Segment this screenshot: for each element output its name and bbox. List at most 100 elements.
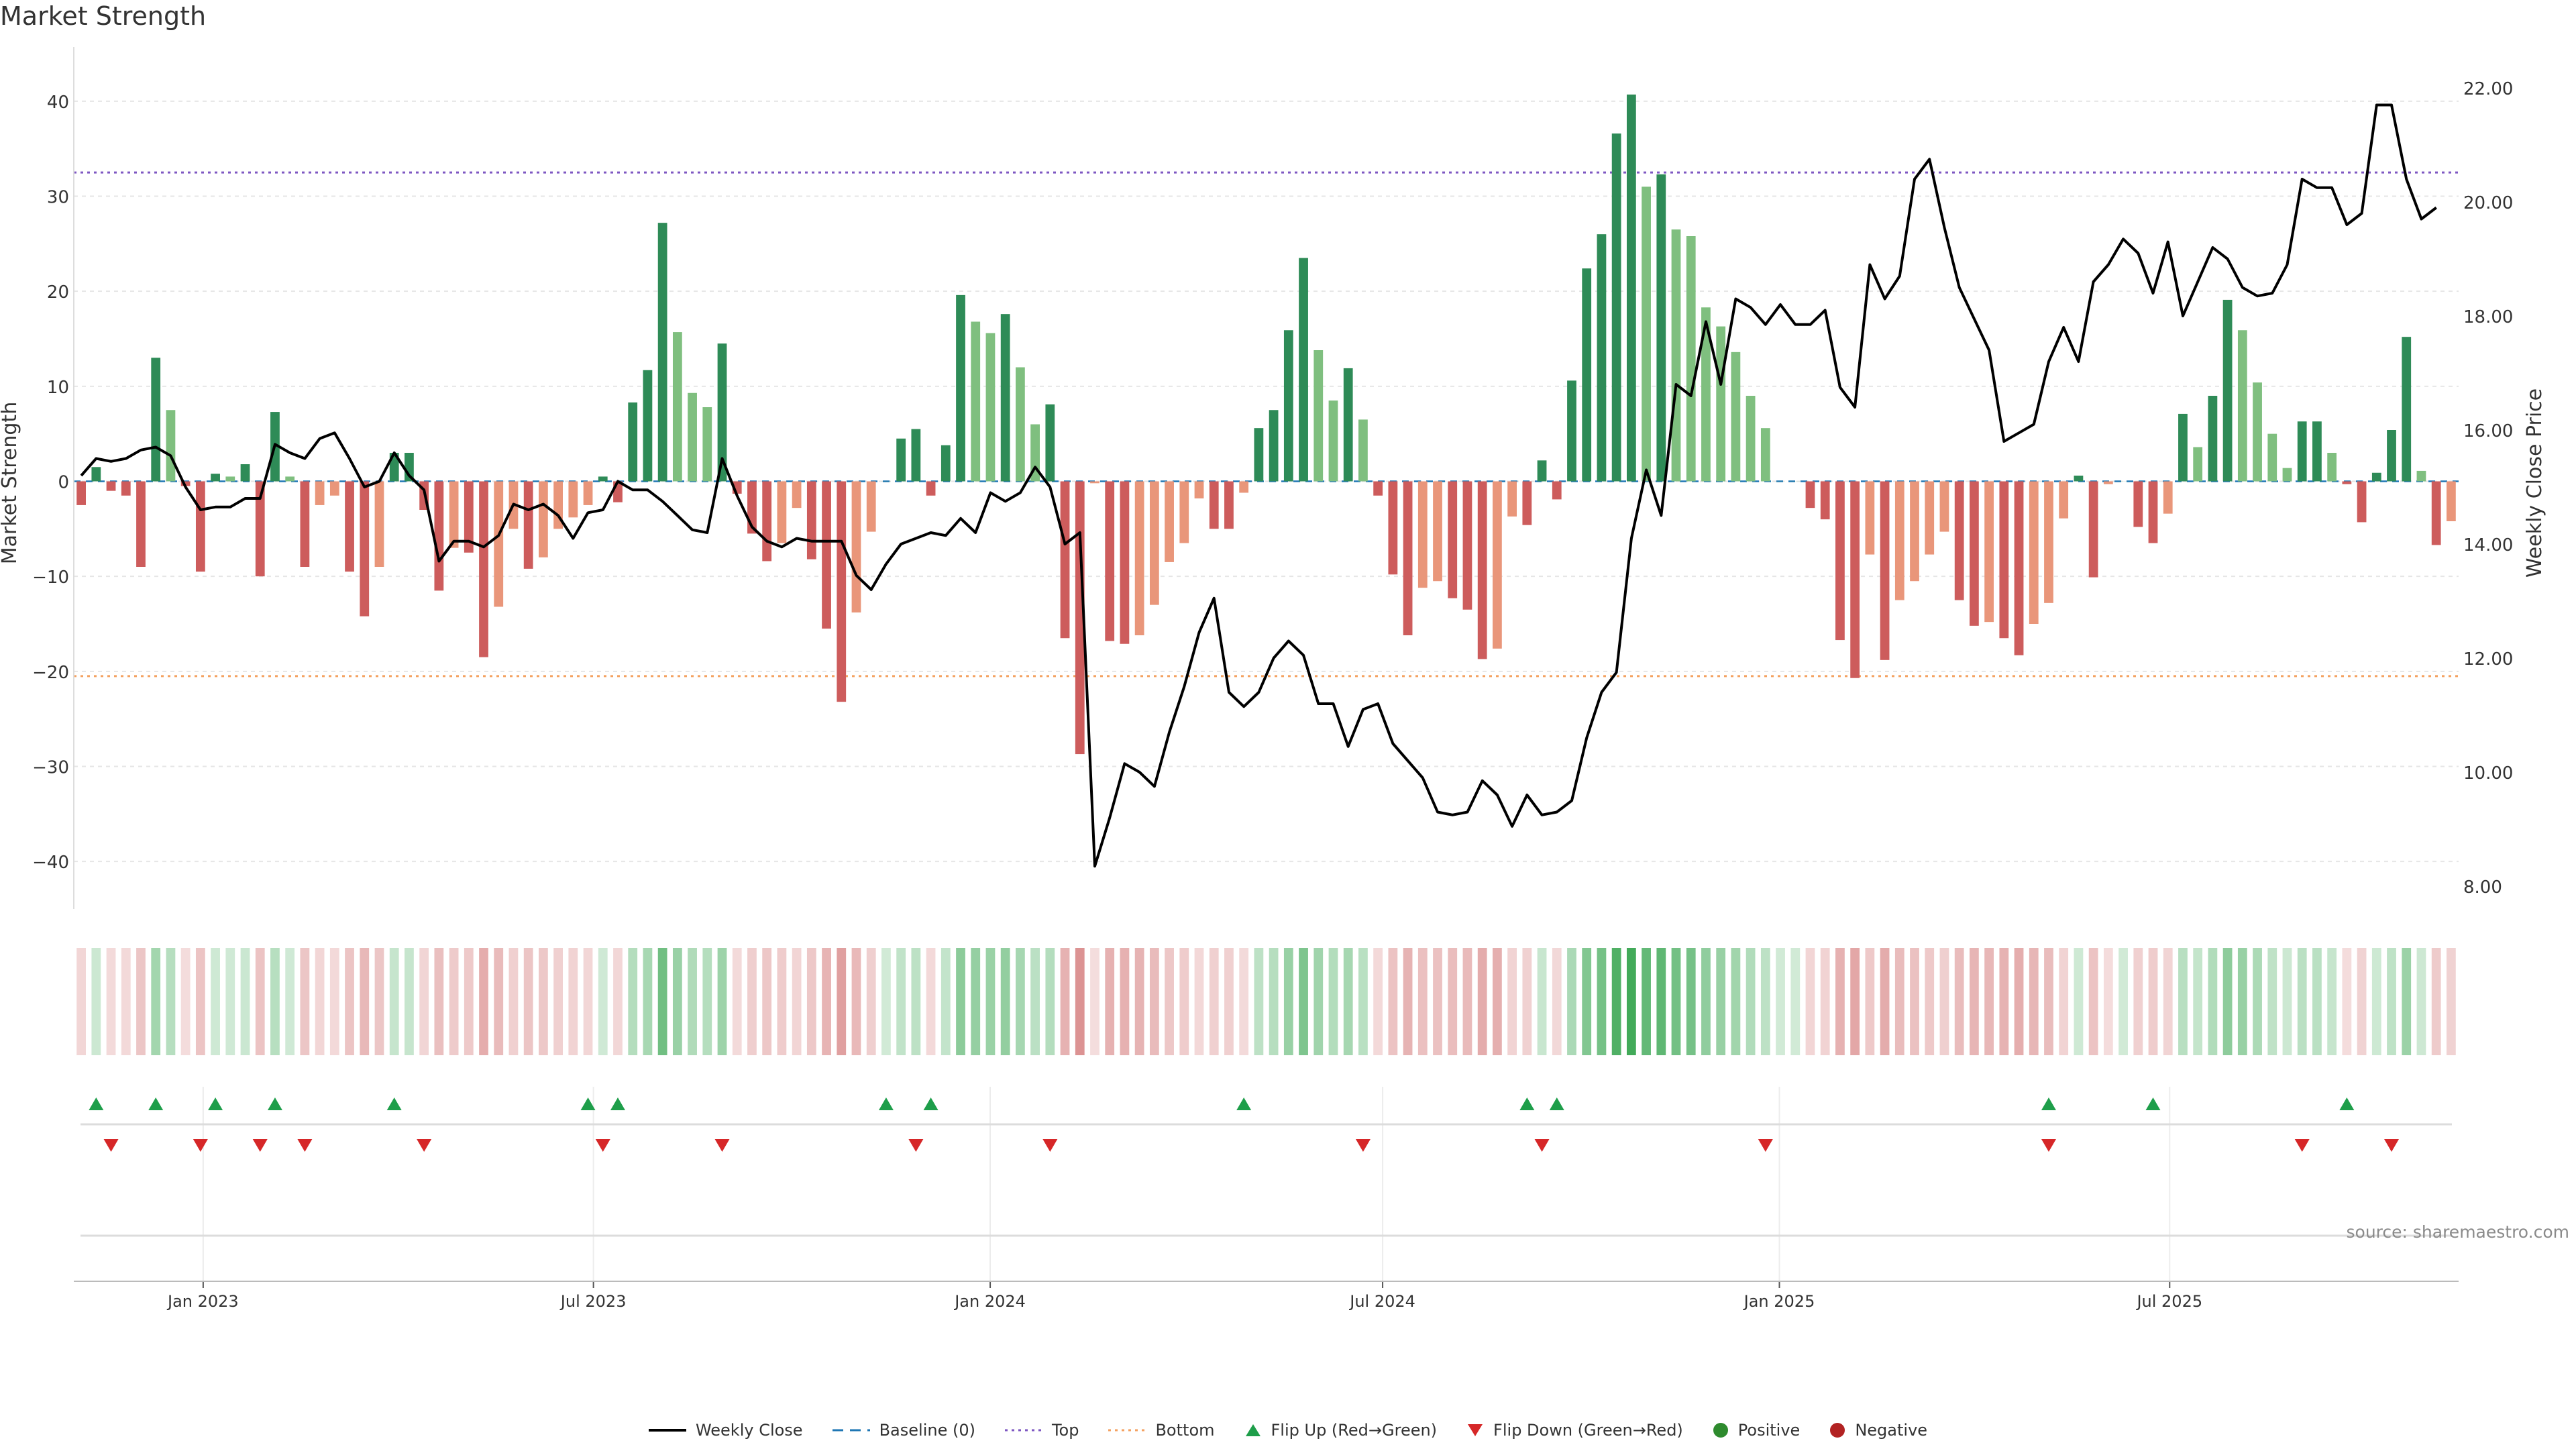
legend: Weekly Close Baseline (0) Top Bottom Fli…	[0, 1421, 2576, 1440]
strength-bar	[1984, 481, 1994, 623]
x-tick-label: Jul 2025	[2135, 1292, 2202, 1311]
y2-tick-label: 10.00	[2463, 763, 2513, 784]
heat-cell	[329, 948, 339, 1055]
strength-bar	[1060, 481, 1070, 639]
flip-down-marker	[417, 1139, 432, 1152]
heat-cell	[851, 948, 861, 1055]
strength-bar	[911, 429, 921, 482]
heat-cell	[1582, 948, 1592, 1055]
strength-bar	[315, 481, 325, 505]
flip-up-marker	[1549, 1097, 1564, 1110]
strength-bar	[657, 223, 667, 482]
strength-bar	[1433, 481, 1442, 582]
flip-up-marker	[580, 1097, 596, 1110]
triangle-up-icon	[1245, 1424, 1260, 1436]
heat-cell	[1016, 948, 1025, 1055]
strength-bar	[1194, 481, 1204, 498]
flip-up-marker	[2041, 1097, 2056, 1110]
strength-bar	[822, 481, 831, 629]
strength-bar	[2074, 476, 2084, 482]
axes: −40 −30 −20 −10 0 10 20 30 40 8.00 10.00 12.00 14.00…	[32, 47, 2513, 1311]
heat-cell	[985, 948, 996, 1055]
y-tick-label: −20	[32, 663, 69, 683]
heat-cell	[300, 948, 310, 1055]
strength-bar	[1910, 481, 1919, 582]
heat-cell	[374, 948, 384, 1055]
strength-bar	[2267, 433, 2277, 482]
y2-tick-label: 18.00	[2463, 307, 2513, 327]
heat-cell	[180, 948, 191, 1055]
heat-cell	[2133, 948, 2143, 1055]
flip-down-marker	[2384, 1139, 2400, 1152]
heat-cell	[688, 948, 697, 1055]
strength-bar	[1626, 94, 1636, 482]
heat-cell	[195, 948, 205, 1055]
weekly-close-line	[80, 103, 2437, 868]
flip-down-marker	[1534, 1139, 1550, 1152]
flip-down-marker	[103, 1139, 119, 1152]
y-tick-label: 40	[47, 93, 69, 113]
strength-bar	[1165, 481, 1174, 562]
strength-bar	[985, 333, 996, 482]
legend-top-swatch	[1004, 1429, 1042, 1432]
strength-bar	[1269, 410, 1279, 482]
heat-cell	[568, 948, 578, 1055]
heat-cell	[270, 948, 280, 1055]
heat-cell	[2282, 948, 2292, 1055]
heat-cell	[389, 948, 399, 1055]
heat-cell	[1597, 948, 1607, 1055]
heat-cell	[1194, 948, 1204, 1055]
heat-cell	[1090, 948, 1099, 1055]
strength-bar	[762, 481, 772, 561]
strength-bar	[2103, 481, 2113, 484]
heat-cell	[2431, 948, 2441, 1055]
heat-cell	[2088, 948, 2098, 1055]
heat-cell	[1894, 948, 1904, 1055]
x-tick-label: Jul 2023	[559, 1292, 627, 1311]
heat-cell	[1790, 948, 1801, 1055]
heat-cell	[1120, 948, 1130, 1055]
heat-cell	[1209, 948, 1219, 1055]
heat-cell	[1880, 948, 1890, 1055]
heat-cell	[2178, 948, 2188, 1055]
strength-bar	[240, 464, 250, 482]
strength-bar	[792, 481, 802, 508]
flip-down-marker	[714, 1139, 730, 1152]
strength-bar	[479, 481, 488, 657]
strength-bar	[2447, 481, 2456, 521]
strength-bar	[1746, 396, 1756, 482]
heat-cell	[106, 948, 116, 1055]
strength-bar	[1343, 368, 1353, 482]
legend-item-negative: Negative	[1829, 1421, 1927, 1440]
y-tick-label: 10	[47, 378, 69, 398]
strength-bar	[1462, 481, 1472, 610]
heat-cell	[225, 948, 235, 1055]
strength-bar	[837, 481, 847, 702]
heat-cell	[508, 948, 519, 1055]
strength-bar	[1493, 481, 1502, 649]
strength-bar	[2312, 421, 2322, 482]
strength-bar	[1388, 481, 1398, 575]
heat-cell	[1269, 948, 1279, 1055]
heat-cell	[822, 948, 831, 1055]
heat-cell	[285, 948, 295, 1055]
strength-bar	[195, 481, 205, 572]
heat-cell	[2297, 948, 2307, 1055]
strength-bar	[1075, 481, 1085, 755]
heat-cell	[762, 948, 772, 1055]
x-tick-label: Jan 2024	[953, 1292, 1026, 1311]
strength-bar	[971, 321, 981, 482]
heat-cell	[2402, 948, 2412, 1055]
source-note: source: sharemaestro.com	[2346, 1222, 2570, 1242]
flip-up-marker	[2339, 1097, 2355, 1110]
strength-bar	[121, 481, 131, 496]
strength-bar	[2222, 299, 2233, 482]
heat-cell	[971, 948, 981, 1055]
heat-cell	[717, 948, 727, 1055]
strength-bar	[2371, 472, 2381, 482]
heat-cell	[1313, 948, 1324, 1055]
strength-bar	[2431, 481, 2441, 545]
heat-cell	[1716, 948, 1726, 1055]
heat-cell	[151, 948, 161, 1055]
legend-item-bottom: Bottom	[1108, 1421, 1215, 1440]
